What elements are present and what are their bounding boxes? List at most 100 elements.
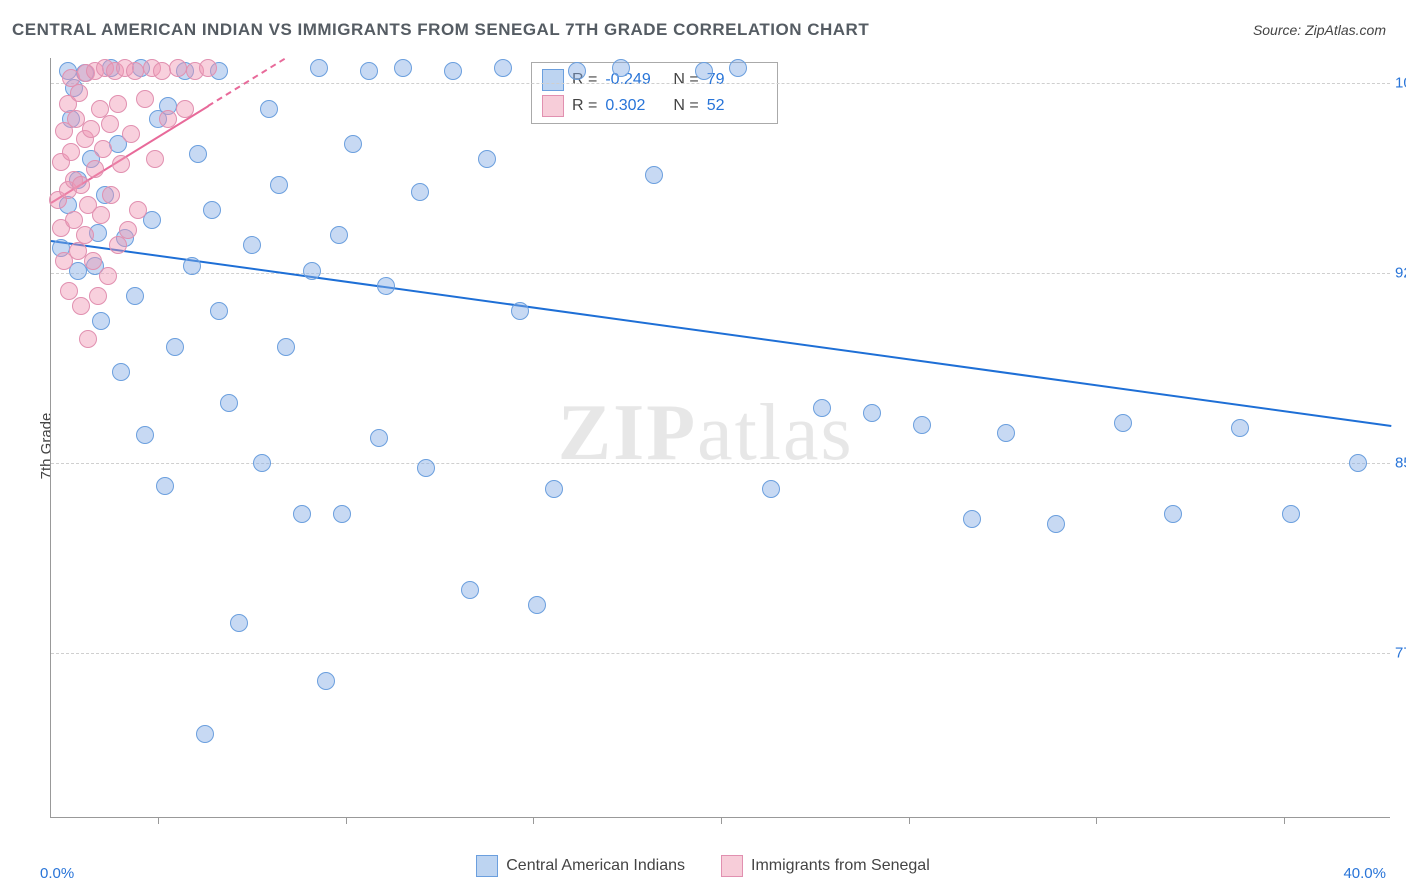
series-legend-item: Immigrants from Senegal: [721, 855, 930, 877]
data-point: [1282, 505, 1300, 523]
data-point: [377, 277, 395, 295]
data-point: [92, 312, 110, 330]
y-tick-label: 92.5%: [1395, 265, 1406, 282]
data-point: [129, 201, 147, 219]
data-point: [253, 454, 271, 472]
gridline: [51, 83, 1390, 84]
data-point: [82, 120, 100, 138]
data-point: [417, 459, 435, 477]
data-point: [136, 90, 154, 108]
data-point: [79, 330, 97, 348]
x-tick: [1096, 817, 1097, 824]
correlation-legend-row: R = 0.302 N = 52: [542, 93, 767, 119]
data-point: [277, 338, 295, 356]
series-legend: Central American Indians Immigrants from …: [0, 855, 1406, 882]
legend-swatch: [476, 855, 498, 877]
legend-swatch: [542, 69, 564, 91]
data-point: [411, 183, 429, 201]
data-point: [176, 100, 194, 118]
gridline: [51, 463, 1390, 464]
data-point: [243, 236, 261, 254]
series-legend-label: Central American Indians: [506, 857, 685, 875]
data-point: [84, 252, 102, 270]
data-point: [1164, 505, 1182, 523]
x-tick: [346, 817, 347, 824]
chart-title: CENTRAL AMERICAN INDIAN VS IMMIGRANTS FR…: [12, 20, 869, 40]
data-point: [102, 186, 120, 204]
n-value: 52: [707, 97, 767, 115]
data-point: [210, 302, 228, 320]
data-point: [89, 287, 107, 305]
data-point: [156, 477, 174, 495]
data-point: [333, 505, 351, 523]
data-point: [260, 100, 278, 118]
data-point: [528, 596, 546, 614]
data-point: [310, 59, 328, 77]
x-tick: [158, 817, 159, 824]
data-point: [196, 725, 214, 743]
plot-area: ZIPatlas R =-0.249N =79R =0.302N =52 77.…: [50, 58, 1390, 818]
data-point: [545, 480, 563, 498]
data-point: [72, 297, 90, 315]
y-tick-label: 85.0%: [1395, 455, 1406, 472]
data-point: [394, 59, 412, 77]
data-point: [126, 287, 144, 305]
x-tick: [909, 817, 910, 824]
data-point: [494, 59, 512, 77]
data-point: [1349, 454, 1367, 472]
r-value: 0.302: [605, 97, 665, 115]
data-point: [122, 125, 140, 143]
data-point: [199, 59, 217, 77]
data-point: [963, 510, 981, 528]
data-point: [478, 150, 496, 168]
data-point: [997, 424, 1015, 442]
data-point: [153, 62, 171, 80]
data-point: [169, 59, 187, 77]
data-point: [1231, 419, 1249, 437]
data-point: [444, 62, 462, 80]
data-point: [360, 62, 378, 80]
data-point: [813, 399, 831, 417]
data-point: [136, 426, 154, 444]
data-point: [189, 145, 207, 163]
data-point: [92, 206, 110, 224]
data-point: [370, 429, 388, 447]
data-point: [112, 363, 130, 381]
x-tick: [533, 817, 534, 824]
data-point: [101, 115, 119, 133]
data-point: [645, 166, 663, 184]
x-tick: [1284, 817, 1285, 824]
data-point: [146, 150, 164, 168]
data-point: [461, 581, 479, 599]
r-label: R =: [572, 97, 597, 115]
data-point: [109, 236, 127, 254]
data-point: [270, 176, 288, 194]
watermark: ZIPatlas: [558, 387, 854, 478]
data-point: [112, 155, 130, 173]
n-label: N =: [673, 97, 698, 115]
series-legend-label: Immigrants from Senegal: [751, 857, 930, 875]
x-tick: [721, 817, 722, 824]
data-point: [330, 226, 348, 244]
data-point: [86, 160, 104, 178]
data-point: [303, 262, 321, 280]
data-point: [76, 226, 94, 244]
data-point: [183, 257, 201, 275]
y-tick-label: 100.0%: [1395, 75, 1406, 92]
gridline: [51, 273, 1390, 274]
data-point: [60, 282, 78, 300]
data-point: [913, 416, 931, 434]
data-point: [729, 59, 747, 77]
chart-container: CENTRAL AMERICAN INDIAN VS IMMIGRANTS FR…: [0, 0, 1406, 892]
data-point: [203, 201, 221, 219]
data-point: [119, 221, 137, 239]
data-point: [94, 140, 112, 158]
data-point: [695, 62, 713, 80]
data-point: [568, 62, 586, 80]
data-point: [159, 110, 177, 128]
chart-source: Source: ZipAtlas.com: [1253, 22, 1386, 38]
gridline: [51, 653, 1390, 654]
data-point: [220, 394, 238, 412]
data-point: [72, 176, 90, 194]
trend-line: [51, 240, 1391, 427]
